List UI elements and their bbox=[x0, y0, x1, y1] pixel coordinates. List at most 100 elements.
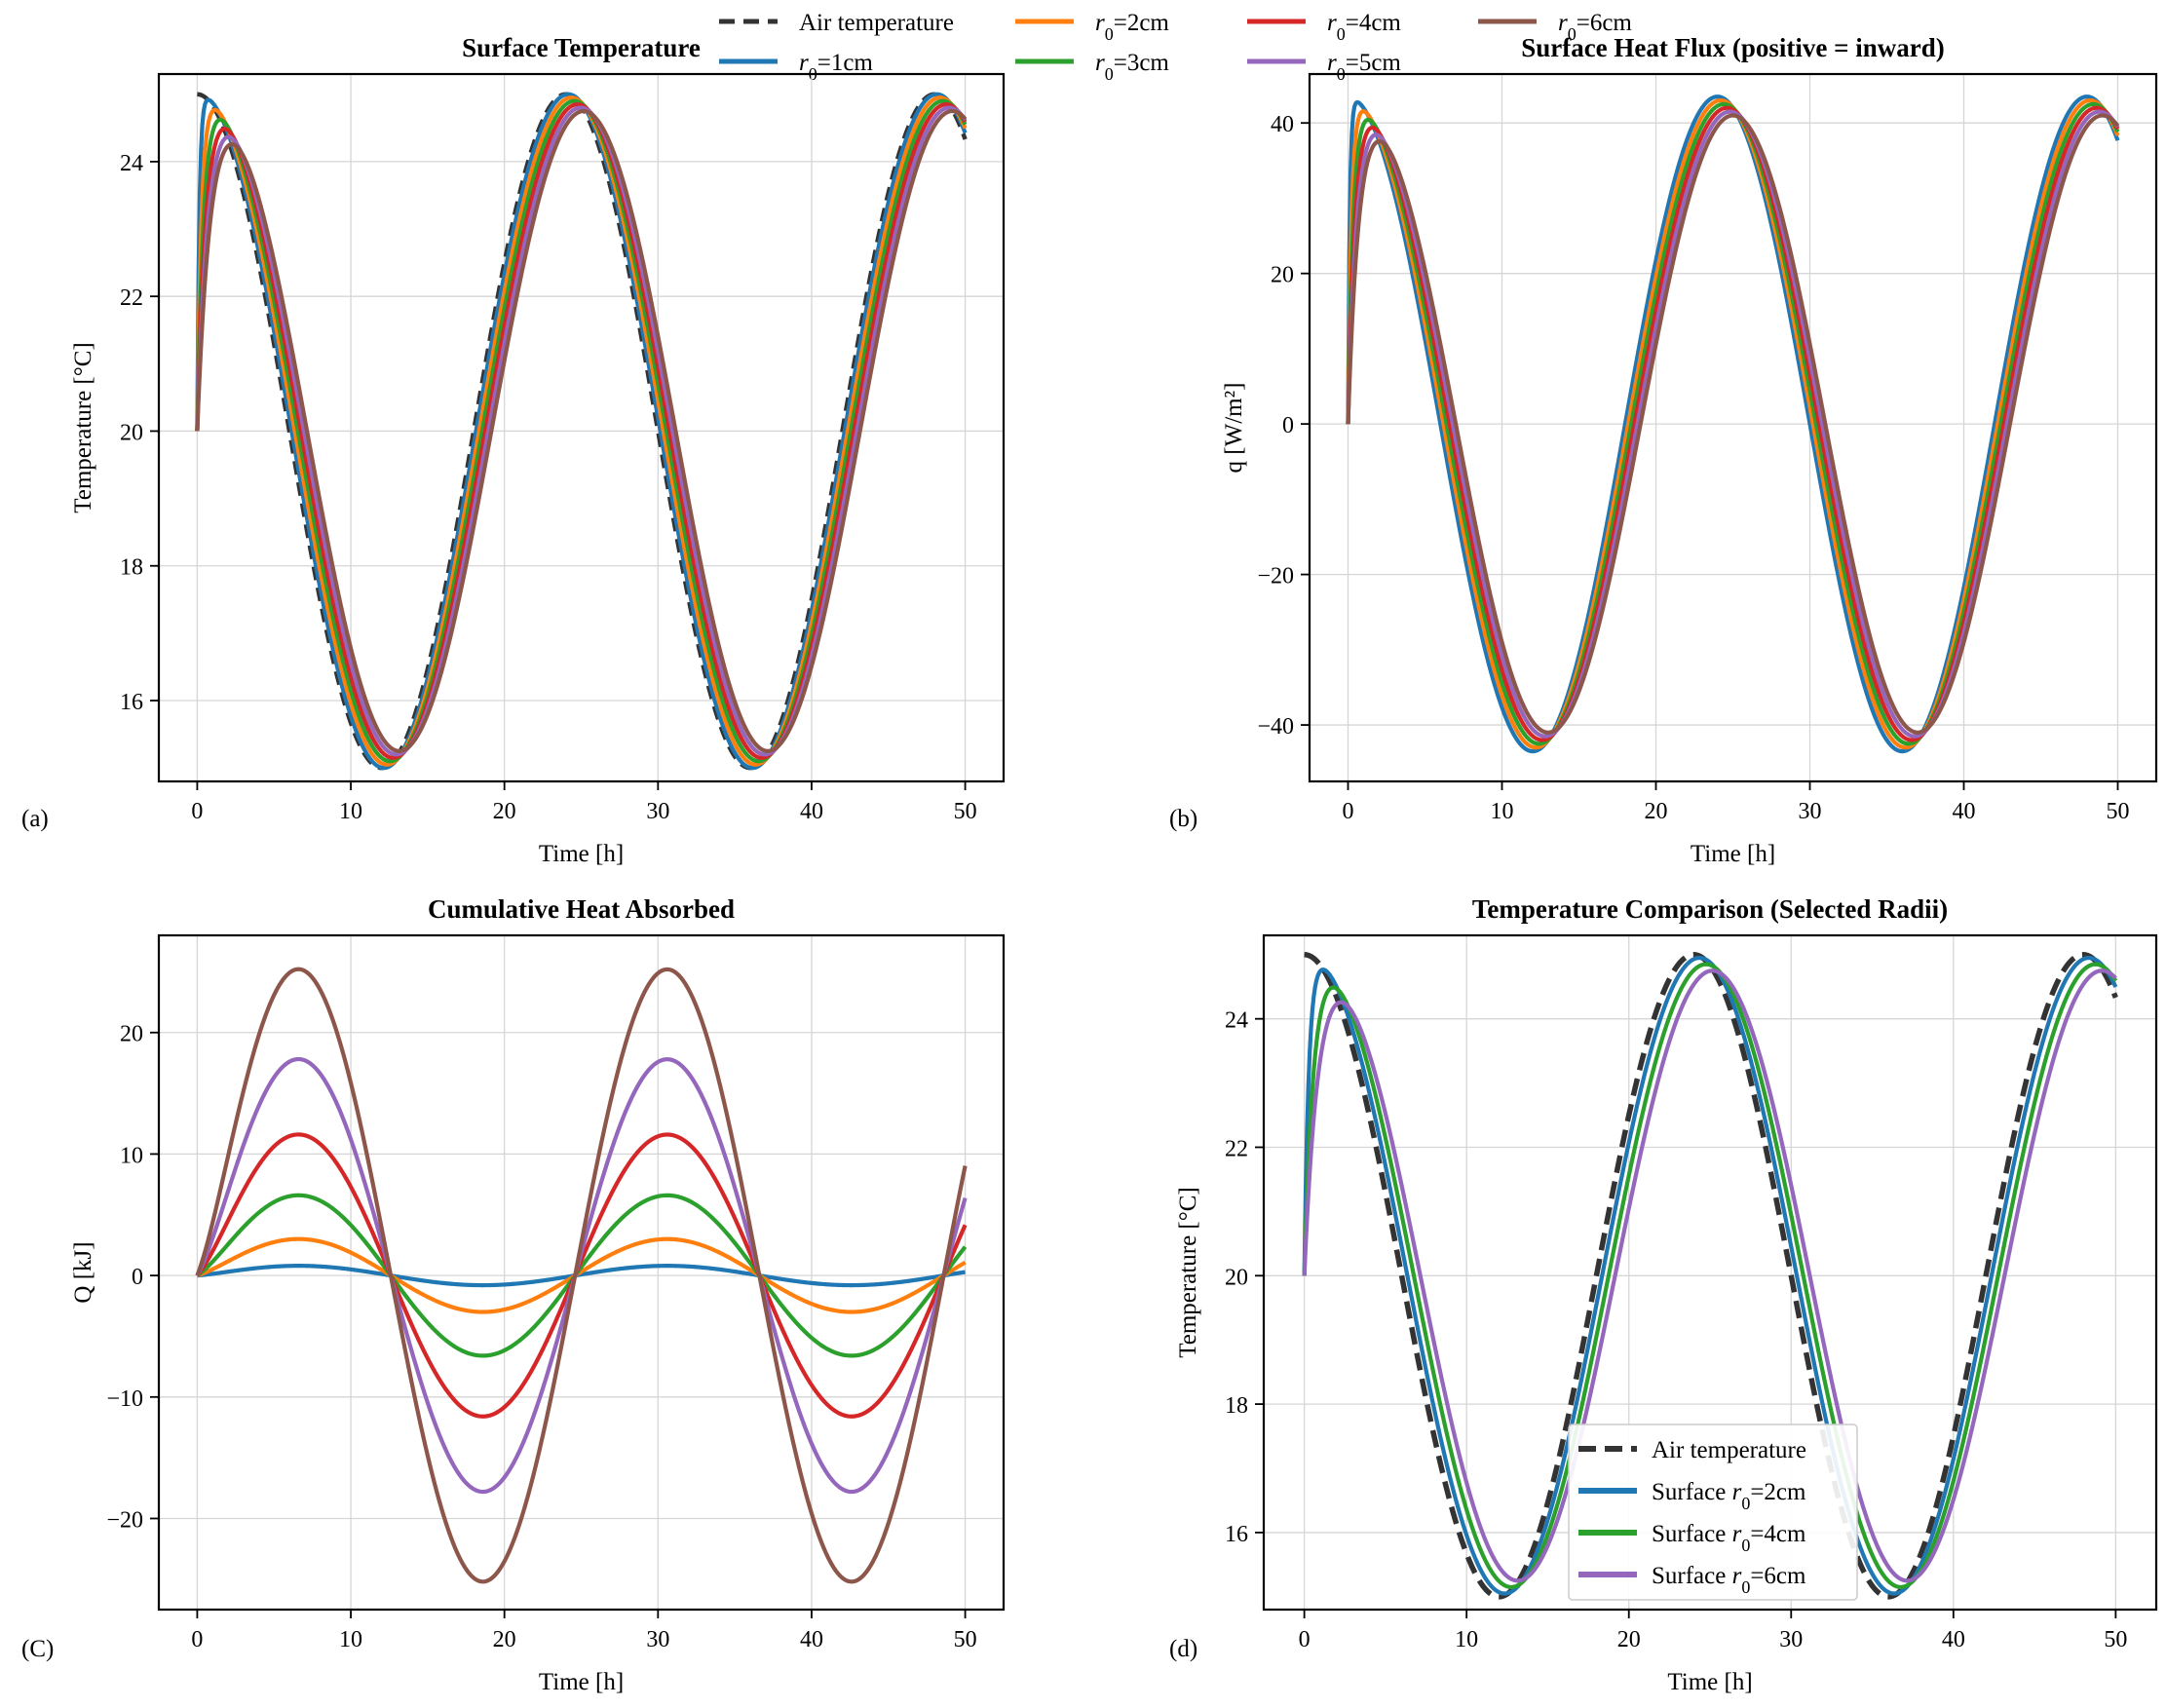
legend-label: r0=6cm bbox=[1558, 10, 1632, 44]
y-tick-label: 20 bbox=[1225, 1265, 1248, 1290]
y-tick-label: −20 bbox=[1257, 564, 1294, 589]
x-tick-label: 0 bbox=[191, 799, 203, 824]
x-tick-label: 30 bbox=[1779, 1627, 1803, 1652]
x-tick-label: 10 bbox=[339, 1627, 362, 1652]
axes-frame bbox=[157, 933, 1006, 1612]
y-tick-label: −10 bbox=[106, 1386, 143, 1412]
x-tick-label: 20 bbox=[493, 799, 516, 824]
series-line-r2 bbox=[196, 1236, 967, 1314]
legend-label: Air temperature bbox=[799, 10, 954, 36]
legend-label: Surface r0=6cm bbox=[1652, 1563, 1806, 1597]
axes-frame bbox=[157, 72, 1006, 783]
panel-c: 0 10 20 30 40 50 −20 −10 0 10 20 Cumulative Heat Ab… bbox=[21, 894, 1006, 1695]
legend-label: r0=3cm bbox=[1095, 50, 1169, 84]
y-tick-label: −20 bbox=[106, 1507, 143, 1533]
y-tick-label: 18 bbox=[1225, 1393, 1248, 1419]
x-axis-label: Time [h] bbox=[1667, 1669, 1752, 1695]
panel-d: 0 10 20 30 40 50 16 18 20 22 24 Temperature Compari… bbox=[1169, 894, 2158, 1695]
series-line-r5 bbox=[195, 105, 968, 757]
panel-title: Cumulative Heat Absorbed bbox=[428, 894, 735, 924]
legend-label: r0=5cm bbox=[1327, 50, 1401, 84]
x-tick-label: 30 bbox=[646, 799, 669, 824]
legend-label: Air temperature bbox=[1652, 1437, 1806, 1463]
x-tick-label: 50 bbox=[954, 799, 977, 824]
series-group bbox=[1302, 952, 2118, 1600]
legend-label: r0=2cm bbox=[1095, 10, 1169, 44]
y-tick-label: 22 bbox=[120, 285, 143, 311]
axes-frame bbox=[1262, 933, 2158, 1612]
panel-b: 0 10 20 30 40 50 −40 −20 0 20 40 Surface Heat Flux … bbox=[1169, 33, 2158, 867]
panel-label: (C) bbox=[21, 1636, 54, 1662]
series-line-r5 bbox=[1346, 109, 2120, 739]
y-axis-label: q [W/m²] bbox=[1221, 383, 1247, 474]
legend-label: Surface r0=4cm bbox=[1652, 1521, 1806, 1555]
y-axis-label: Temperature [°C] bbox=[1175, 1187, 1201, 1358]
y-tick-label: 20 bbox=[1271, 263, 1294, 288]
panel-a: 0 10 20 30 40 50 16 18 20 22 24 Surface Temperature… bbox=[21, 33, 1006, 867]
series-line-r1 bbox=[196, 1264, 967, 1288]
x-tick-label: 0 bbox=[1343, 799, 1354, 824]
x-tick-label: 30 bbox=[646, 1627, 669, 1652]
series-line-r4 bbox=[1346, 105, 2120, 742]
x-axis-label: Time [h] bbox=[539, 841, 624, 867]
y-tick-label: 16 bbox=[1225, 1522, 1248, 1547]
y-tick-label: 16 bbox=[120, 690, 143, 715]
y-tick-label: 40 bbox=[1271, 112, 1294, 137]
x-tick-label: 40 bbox=[1942, 1627, 1965, 1652]
x-axis-label: Time [h] bbox=[539, 1669, 624, 1695]
x-tick-label: 50 bbox=[2107, 799, 2130, 824]
x-tick-label: 20 bbox=[1645, 799, 1668, 824]
y-axis-label: Temperature [°C] bbox=[70, 342, 96, 513]
legend-label: Surface r0=2cm bbox=[1652, 1479, 1806, 1513]
x-tick-label: 20 bbox=[1617, 1627, 1641, 1652]
legend-label: r0=1cm bbox=[799, 50, 873, 84]
y-tick-label: 24 bbox=[1225, 1008, 1248, 1034]
x-tick-label: 50 bbox=[954, 1627, 977, 1652]
y-tick-label: 10 bbox=[120, 1143, 143, 1168]
series-group bbox=[195, 92, 968, 771]
y-tick-label: 20 bbox=[120, 420, 143, 445]
axes-frame bbox=[1308, 72, 2158, 783]
series-group bbox=[1346, 95, 2120, 754]
series-line-r1 bbox=[1302, 955, 2118, 1596]
y-axis-label: Q [kJ] bbox=[70, 1241, 96, 1303]
y-tick-label: 22 bbox=[1225, 1136, 1248, 1161]
panel-title: Surface Temperature bbox=[462, 33, 701, 62]
series-line-r5 bbox=[1302, 968, 2117, 1583]
y-tick-label: −40 bbox=[1257, 714, 1294, 740]
x-tick-label: 10 bbox=[1491, 799, 1514, 824]
y-tick-label: 0 bbox=[1282, 413, 1294, 438]
top-legend: Air temperature r0=1cm r0=2cm r0=3cm r0=4cm r… bbox=[719, 10, 1632, 84]
panel-label: (a) bbox=[21, 806, 49, 832]
x-tick-label: 40 bbox=[1953, 799, 1976, 824]
series-line-r4 bbox=[195, 102, 968, 760]
y-tick-label: 20 bbox=[120, 1022, 143, 1047]
panel-label: (d) bbox=[1169, 1636, 1197, 1662]
x-tick-label: 0 bbox=[191, 1627, 203, 1652]
legend-box bbox=[1568, 1423, 1858, 1601]
x-tick-label: 40 bbox=[800, 1627, 823, 1652]
series-line-r4 bbox=[195, 1132, 968, 1419]
x-tick-label: 10 bbox=[339, 799, 362, 824]
panel-legend: Air temperature Surface r0=2cm Surface r0=… bbox=[1568, 1423, 1858, 1601]
y-tick-label: 18 bbox=[120, 555, 143, 581]
legend-label: r0=4cm bbox=[1327, 10, 1401, 44]
panel-title: Temperature Comparison (Selected Radii) bbox=[1472, 894, 1948, 924]
series-line-r6 bbox=[1346, 113, 2120, 735]
y-tick-label: 0 bbox=[132, 1265, 143, 1290]
x-tick-label: 40 bbox=[800, 799, 823, 824]
series-line-r6 bbox=[195, 108, 968, 753]
x-tick-label: 30 bbox=[1799, 799, 1822, 824]
panel-title: Surface Heat Flux (positive = inward) bbox=[1521, 33, 1945, 62]
series-line-r3 bbox=[196, 1193, 968, 1358]
x-axis-label: Time [h] bbox=[1691, 841, 1775, 867]
series-line-air bbox=[1303, 952, 2118, 1600]
x-tick-label: 20 bbox=[493, 1627, 516, 1652]
series-group bbox=[195, 967, 968, 1584]
x-tick-label: 10 bbox=[1455, 1627, 1478, 1652]
x-tick-label: 50 bbox=[2104, 1627, 2127, 1652]
panel-label: (b) bbox=[1169, 806, 1197, 832]
series-line-r6 bbox=[195, 967, 968, 1584]
y-tick-label: 24 bbox=[120, 151, 143, 176]
